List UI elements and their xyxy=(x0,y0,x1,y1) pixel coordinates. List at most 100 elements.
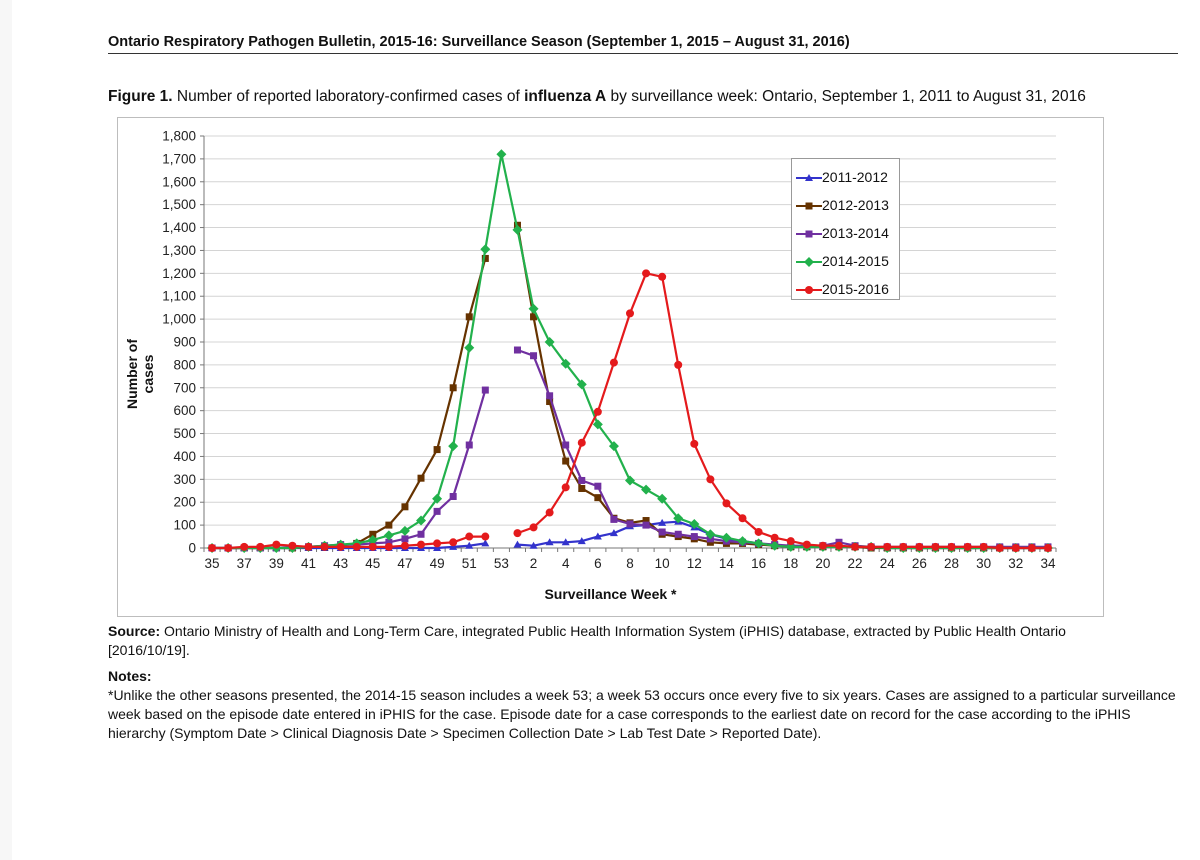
figure-title-post: by surveillance week: Ontario, September… xyxy=(606,88,1086,105)
data-point-2014-2015 xyxy=(785,541,796,552)
data-point-2014-2015 xyxy=(432,493,443,504)
data-point-2014-2015 xyxy=(528,303,539,314)
data-point-2011-2012 xyxy=(449,542,458,550)
source-note: Source: Ontario Ministry of Health and L… xyxy=(108,622,1108,660)
x-tick-label: 22 xyxy=(848,556,863,571)
data-point-2015-2016 xyxy=(336,542,345,551)
x-tick-label: 12 xyxy=(687,556,702,571)
data-point-2014-2015 xyxy=(512,224,523,235)
data-point-2014-2015 xyxy=(625,475,635,486)
data-point-2011-2012 xyxy=(481,539,490,547)
data-point-2015-2016 xyxy=(674,360,683,369)
data-point-2012-2013 xyxy=(481,254,489,262)
y-tick-label: 1,000 xyxy=(162,312,196,327)
y-tick-label: 1,600 xyxy=(162,174,196,189)
data-point-2013-2014 xyxy=(449,493,457,500)
data-point-2013-2014 xyxy=(385,538,393,546)
figure-title: Figure 1. Number of reported laboratory-… xyxy=(108,88,1188,106)
x-tick-label: 43 xyxy=(333,556,348,571)
x-tick-label: 47 xyxy=(397,556,412,571)
data-point-2015-2016 xyxy=(368,542,377,551)
source-text: Ontario Ministry of Health and Long-Term… xyxy=(108,623,1066,658)
x-tick-label: 24 xyxy=(880,556,896,571)
data-point-2012-2013 xyxy=(385,521,393,529)
data-point-2014-2015 xyxy=(576,379,587,390)
data-point-2012-2013 xyxy=(449,384,457,392)
data-point-2015-2016 xyxy=(867,542,876,551)
data-point-2015-2016 xyxy=(352,542,361,551)
data-point-2014-2015 xyxy=(689,518,700,529)
legend-label: 2012-2013 xyxy=(822,197,889,213)
data-point-2015-2016 xyxy=(642,269,651,278)
data-point-2011-2012 xyxy=(561,538,570,546)
data-point-2015-2016 xyxy=(851,542,860,551)
data-point-2015-2016 xyxy=(240,542,249,551)
data-point-2015-2016 xyxy=(722,499,731,508)
data-point-2014-2015 xyxy=(753,538,764,549)
x-tick-label: 39 xyxy=(269,556,284,571)
data-point-2015-2016 xyxy=(770,533,779,542)
x-tick-label: 34 xyxy=(1040,556,1056,571)
x-tick-label: 16 xyxy=(751,556,766,571)
data-point-2015-2016 xyxy=(979,542,988,551)
legend-label: 2015-2016 xyxy=(822,281,889,297)
data-point-2015-2016 xyxy=(320,542,329,551)
y-tick-label: 500 xyxy=(173,426,196,441)
legend-label: 2013-2014 xyxy=(822,225,889,241)
data-point-2013-2014 xyxy=(481,386,489,394)
data-point-2015-2016 xyxy=(545,508,554,517)
data-point-2015-2016 xyxy=(224,544,233,552)
y-tick-label: 100 xyxy=(173,518,196,533)
data-point-2012-2013 xyxy=(642,517,650,525)
figure-title-bold: influenza A xyxy=(524,88,607,105)
y-tick-label: 1,300 xyxy=(162,243,196,258)
data-point-2015-2016 xyxy=(577,438,586,447)
legend-label: 2014-2015 xyxy=(822,253,889,269)
data-point-2012-2013 xyxy=(433,446,441,454)
data-point-2015-2016 xyxy=(304,542,313,551)
data-point-2013-2014 xyxy=(513,346,521,354)
data-point-2015-2016 xyxy=(433,539,442,548)
data-point-2014-2015 xyxy=(383,530,394,541)
data-point-2014-2015 xyxy=(705,529,716,540)
data-point-2014-2015 xyxy=(544,337,555,347)
data-point-2013-2014 xyxy=(546,392,554,400)
data-point-2011-2012 xyxy=(609,529,618,537)
data-point-2013-2014 xyxy=(642,521,650,529)
y-tick-label: 900 xyxy=(173,335,196,350)
data-point-2014-2015 xyxy=(721,532,732,543)
data-point-2015-2016 xyxy=(738,514,747,523)
data-point-2015-2016 xyxy=(626,309,634,318)
data-point-2014-2015 xyxy=(737,536,748,547)
y-tick-label: 1,700 xyxy=(162,151,196,166)
data-point-2015-2016 xyxy=(1011,544,1020,552)
header-rule xyxy=(108,53,1178,54)
data-point-2011-2012 xyxy=(545,538,554,546)
data-point-2015-2016 xyxy=(802,540,811,549)
x-tick-label: 18 xyxy=(783,556,798,571)
x-tick-label: 37 xyxy=(237,556,252,571)
data-point-2011-2012 xyxy=(577,537,586,545)
legend-item: 2013-2014 xyxy=(792,223,899,243)
data-point-2013-2014 xyxy=(530,352,538,360)
source-label: Source: xyxy=(108,623,161,639)
data-point-2013-2014 xyxy=(690,533,698,541)
data-point-2014-2015 xyxy=(657,493,668,504)
data-point-2013-2014 xyxy=(465,441,473,449)
x-tick-label: 26 xyxy=(912,556,927,571)
legend-item: 2011-2012 xyxy=(792,167,899,187)
data-point-2015-2016 xyxy=(449,538,458,547)
data-point-2013-2014 xyxy=(417,530,425,538)
notes-text: *Unlike the other seasons presented, the… xyxy=(108,687,1176,741)
data-point-2014-2015 xyxy=(496,149,507,160)
data-point-2014-2015 xyxy=(560,358,571,369)
data-point-2015-2016 xyxy=(417,540,426,549)
data-point-2011-2012 xyxy=(433,544,442,551)
series-line-2013-2014 xyxy=(212,348,1048,550)
figure-title-pre: Number of reported laboratory-confirmed … xyxy=(172,88,525,105)
data-point-2014-2015 xyxy=(367,534,378,545)
y-tick-label: 200 xyxy=(173,495,196,510)
data-point-2015-2016 xyxy=(963,542,972,551)
data-point-2015-2016 xyxy=(658,272,667,281)
data-point-2014-2015 xyxy=(448,441,459,452)
